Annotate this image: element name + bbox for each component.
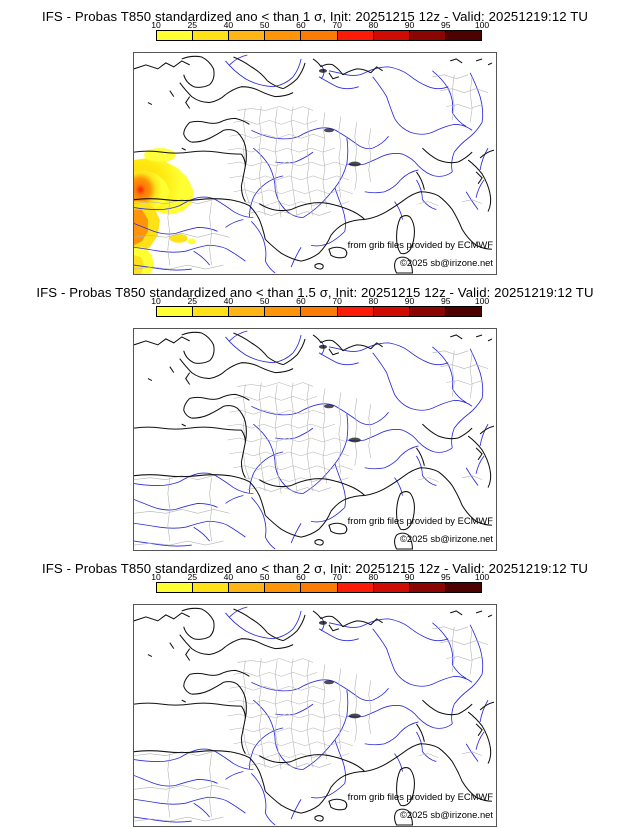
colorbar-tick-50: 50 xyxy=(259,572,270,582)
colorbar-tick-90: 90 xyxy=(404,296,415,306)
colorbar-band-5 xyxy=(337,31,374,40)
colorbar-tick-25: 25 xyxy=(187,296,197,306)
colorbar-band-2 xyxy=(229,31,266,40)
copyright-attribution: ©2025 sb@irizone.net xyxy=(399,257,493,268)
colorbar-band-2 xyxy=(229,307,266,316)
colorbar-tick-90: 90 xyxy=(404,572,415,582)
colorbar-tick-100: 100 xyxy=(474,20,490,30)
lake-layer xyxy=(318,620,361,719)
colorbar-tick-95: 95 xyxy=(440,296,451,306)
colorbar: 10 25 40 50 60 70 80 90 95 100 xyxy=(151,20,489,42)
copyright-attribution: ©2025 sb@irizone.net xyxy=(399,533,493,544)
map-svg xyxy=(134,606,495,826)
colorbar-band-1 xyxy=(193,307,230,316)
panel-title-3: IFS - Probas T850 standardized ano < tha… xyxy=(42,561,588,576)
colorbar-band-4 xyxy=(301,307,338,316)
colorbar-tick-80: 80 xyxy=(368,296,379,306)
admin-boundaries-layer xyxy=(134,626,489,822)
colorbar-band-3 xyxy=(265,583,302,592)
colorbar-band-6 xyxy=(373,31,410,40)
colorbar-tick-70: 70 xyxy=(332,296,342,306)
colorbar-band-5 xyxy=(337,583,374,592)
colorbar-tick-60: 60 xyxy=(296,20,306,30)
lake-layer xyxy=(318,344,361,443)
colorbar-tick-labels: 10 25 40 50 60 70 80 90 95 100 xyxy=(151,20,489,31)
colorbar-band-7 xyxy=(409,307,446,316)
colorbar-swatches xyxy=(156,30,482,41)
colorbar-tick-25: 25 xyxy=(187,20,197,30)
colorbar-tick-80: 80 xyxy=(368,20,379,30)
rivers-layer xyxy=(134,606,489,826)
map-svg xyxy=(134,54,495,274)
coastline-layer xyxy=(134,331,495,550)
colorbar-tick-10: 10 xyxy=(151,20,161,30)
colorbar: 10 25 40 50 60 70 80 90 95 100 xyxy=(151,296,489,318)
panel-title-2: IFS - Probas T850 standardized ano < tha… xyxy=(36,285,594,300)
colorbar-band-1 xyxy=(193,31,230,40)
colorbar-band-7 xyxy=(409,31,446,40)
colorbar-band-0 xyxy=(157,307,194,316)
panel-title-1: IFS - Probas T850 standardized ano < tha… xyxy=(42,9,588,24)
colorbar-swatches xyxy=(156,582,482,593)
colorbar: 10 25 40 50 60 70 80 90 95 100 xyxy=(151,572,489,594)
colorbar-tick-40: 40 xyxy=(223,296,234,306)
colorbar-tick-40: 40 xyxy=(223,572,234,582)
admin-boundaries-layer xyxy=(134,74,489,270)
map-svg xyxy=(134,330,495,550)
colorbar-tick-labels: 10 25 40 50 60 70 80 90 95 100 xyxy=(151,296,489,307)
colorbar-swatches xyxy=(156,306,482,317)
colorbar-tick-95: 95 xyxy=(440,20,451,30)
colorbar-band-8 xyxy=(445,31,481,40)
colorbar-tick-100: 100 xyxy=(474,572,490,582)
map-canvas[interactable]: from grib files provided by ECMWF ©2025 … xyxy=(133,52,497,275)
colorbar-band-0 xyxy=(157,583,194,592)
colorbar-tick-60: 60 xyxy=(296,296,306,306)
colorbar-band-3 xyxy=(265,31,302,40)
lake-layer xyxy=(318,68,361,167)
colorbar-tick-60: 60 xyxy=(296,572,306,582)
colorbar-tick-80: 80 xyxy=(368,572,379,582)
colorbar-tick-70: 70 xyxy=(332,572,342,582)
colorbar-band-4 xyxy=(301,31,338,40)
colorbar-tick-50: 50 xyxy=(259,20,270,30)
forecast-panel-3: IFS - Probas T850 standardized ano < tha… xyxy=(0,552,630,828)
colorbar-tick-90: 90 xyxy=(404,20,415,30)
colorbar-band-1 xyxy=(193,583,230,592)
colorbar-band-6 xyxy=(373,307,410,316)
colorbar-tick-25: 25 xyxy=(187,572,197,582)
colorbar-band-5 xyxy=(337,307,374,316)
map-canvas[interactable]: from grib files provided by ECMWF ©2025 … xyxy=(133,328,497,551)
colorbar-band-0 xyxy=(157,31,194,40)
forecast-panel-1: IFS - Probas T850 standardized ano < tha… xyxy=(0,0,630,276)
colorbar-tick-70: 70 xyxy=(332,20,342,30)
ecmwf-attribution: from grib files provided by ECMWF xyxy=(347,239,493,250)
colorbar-band-8 xyxy=(445,307,481,316)
colorbar-tick-10: 10 xyxy=(151,296,161,306)
colorbar-tick-labels: 10 25 40 50 60 70 80 90 95 100 xyxy=(151,572,489,583)
colorbar-band-4 xyxy=(301,583,338,592)
admin-boundaries-layer xyxy=(134,350,489,546)
colorbar-tick-95: 95 xyxy=(440,572,451,582)
colorbar-band-7 xyxy=(409,583,446,592)
coastline-layer xyxy=(134,607,495,826)
colorbar-tick-100: 100 xyxy=(474,296,490,306)
copyright-attribution: ©2025 sb@irizone.net xyxy=(399,809,493,820)
colorbar-band-3 xyxy=(265,307,302,316)
colorbar-band-6 xyxy=(373,583,410,592)
rivers-layer xyxy=(134,330,489,550)
colorbar-band-8 xyxy=(445,583,481,592)
probability-shading xyxy=(134,148,196,274)
coastline-layer xyxy=(134,55,495,274)
forecast-panel-2: IFS - Probas T850 standardized ano < tha… xyxy=(0,276,630,552)
colorbar-band-2 xyxy=(229,583,266,592)
map-canvas[interactable]: from grib files provided by ECMWF ©2025 … xyxy=(133,604,497,827)
colorbar-tick-40: 40 xyxy=(223,20,234,30)
ecmwf-attribution: from grib files provided by ECMWF xyxy=(347,515,493,526)
ecmwf-attribution: from grib files provided by ECMWF xyxy=(347,791,493,802)
colorbar-tick-10: 10 xyxy=(151,572,161,582)
colorbar-tick-50: 50 xyxy=(259,296,270,306)
